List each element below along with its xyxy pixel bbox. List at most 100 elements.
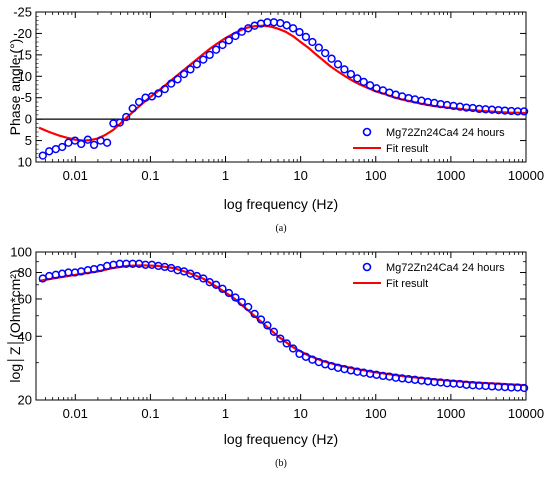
data-point bbox=[237, 297, 246, 307]
data-point bbox=[340, 65, 349, 74]
data-point bbox=[179, 69, 189, 79]
data-point bbox=[122, 112, 131, 122]
data-point bbox=[89, 140, 99, 150]
data-point bbox=[308, 37, 317, 47]
data-point bbox=[167, 79, 176, 88]
data-point bbox=[295, 349, 304, 359]
data-point bbox=[147, 92, 157, 101]
y-tick-label: -20 bbox=[13, 26, 32, 41]
data-point bbox=[333, 60, 343, 69]
data-point bbox=[77, 139, 86, 149]
y-tick-label: 40 bbox=[18, 329, 32, 344]
data-point bbox=[321, 48, 330, 58]
fit-result-series bbox=[38, 24, 527, 142]
data-point bbox=[250, 309, 259, 319]
data-point bbox=[83, 135, 92, 144]
x-tick-label: 10 bbox=[293, 406, 307, 421]
data-point bbox=[154, 89, 163, 98]
data-point bbox=[263, 321, 272, 330]
x-tick-label: 1000 bbox=[436, 406, 465, 421]
data-point bbox=[276, 334, 285, 343]
panel-caption: (b) bbox=[275, 458, 287, 469]
data-point bbox=[218, 40, 227, 50]
panel-caption: (a) bbox=[275, 223, 286, 234]
x-tick-label: 10000 bbox=[508, 406, 544, 421]
x-tick-label: 100 bbox=[365, 406, 387, 421]
data-point bbox=[128, 104, 137, 113]
legend-label-measured: Mg72Zn24Ca4 24 hours bbox=[386, 127, 505, 139]
x-axis-title: log frequency (Hz) bbox=[224, 431, 338, 447]
data-point bbox=[38, 151, 47, 160]
data-point bbox=[301, 32, 311, 42]
legend: Mg72Zn24Ca4 24 hours Fit result bbox=[353, 262, 505, 290]
y-tick-label: 80 bbox=[18, 265, 32, 280]
y-tick-label: 20 bbox=[18, 393, 32, 408]
data-point bbox=[327, 54, 336, 63]
legend-label-fit: Fit result bbox=[386, 278, 428, 290]
data-point bbox=[282, 21, 291, 30]
impedance-panel: 0.01 0.1 1 10 100 1000 10000 20 40 60 80 100 log f… bbox=[7, 245, 544, 470]
data-point bbox=[288, 24, 298, 33]
y-tick-label: 10 bbox=[18, 155, 32, 170]
x-axis-ticks: 0.01 0.1 1 10 100 1000 10000 bbox=[44, 12, 544, 183]
data-point bbox=[218, 284, 227, 293]
x-tick-label: 1 bbox=[222, 168, 229, 183]
data-point bbox=[211, 280, 221, 289]
data-point bbox=[237, 27, 246, 36]
data-point bbox=[269, 327, 279, 336]
data-point bbox=[231, 31, 240, 41]
x-tick-label: 0.01 bbox=[63, 168, 88, 183]
data-point bbox=[45, 147, 54, 156]
x-tick-label: 1 bbox=[222, 406, 229, 421]
data-point bbox=[64, 138, 73, 147]
fit-result-line bbox=[38, 24, 527, 142]
x-tick-label: 0.1 bbox=[141, 168, 159, 183]
phase-angle-panel: 0.01 0.1 1 10 100 1000 10000 -25 -20 -15 -10 -5 0 5 1… bbox=[7, 5, 544, 235]
measured-data-series bbox=[38, 18, 529, 160]
data-point bbox=[231, 293, 240, 302]
x-tick-label: 10000 bbox=[508, 168, 544, 183]
y-tick-label: 100 bbox=[10, 245, 32, 260]
x-tick-label: 1000 bbox=[436, 168, 465, 183]
data-point bbox=[192, 60, 202, 69]
data-point bbox=[244, 302, 253, 312]
legend-label-measured: Mg72Zn24Ca4 24 hours bbox=[386, 262, 505, 274]
x-tick-label: 10 bbox=[293, 168, 307, 183]
y-axis-title: Phase angle (°) bbox=[7, 39, 23, 136]
data-point bbox=[70, 136, 80, 145]
y-axis-ticks: 20 40 60 80 100 bbox=[10, 245, 526, 408]
data-point bbox=[102, 138, 112, 147]
data-point bbox=[224, 288, 234, 298]
fit-result-line bbox=[38, 264, 527, 387]
data-point bbox=[519, 107, 529, 116]
y-axis-ticks: -25 -20 -15 -10 -5 0 5 10 bbox=[13, 5, 526, 170]
data-point bbox=[224, 36, 234, 45]
legend-marker-measured bbox=[362, 127, 372, 137]
data-point bbox=[211, 45, 221, 54]
data-point bbox=[134, 97, 144, 107]
data-point bbox=[282, 339, 291, 348]
x-axis-title: log frequency (Hz) bbox=[224, 196, 338, 212]
data-point bbox=[199, 55, 208, 64]
data-point bbox=[301, 352, 311, 361]
data-point bbox=[353, 74, 362, 83]
legend-marker-measured bbox=[362, 262, 372, 272]
data-point bbox=[256, 315, 266, 324]
data-point bbox=[365, 81, 375, 90]
measured-data-series bbox=[38, 259, 529, 393]
data-point bbox=[288, 344, 298, 353]
y-tick-label: -10 bbox=[13, 69, 32, 84]
data-point bbox=[115, 118, 124, 127]
y-tick-label: 5 bbox=[25, 133, 32, 148]
data-point bbox=[359, 77, 368, 87]
data-point bbox=[160, 84, 169, 94]
data-point bbox=[186, 65, 195, 74]
x-tick-label: 0.01 bbox=[63, 406, 88, 421]
y-tick-label: 0 bbox=[25, 112, 32, 127]
plot-frame bbox=[35, 251, 527, 401]
data-point bbox=[58, 142, 67, 152]
y-tick-label: -15 bbox=[13, 47, 32, 62]
y-axis-title: log│Z│(Ohm*cm²) bbox=[7, 269, 25, 382]
y-tick-label: -5 bbox=[20, 90, 32, 105]
